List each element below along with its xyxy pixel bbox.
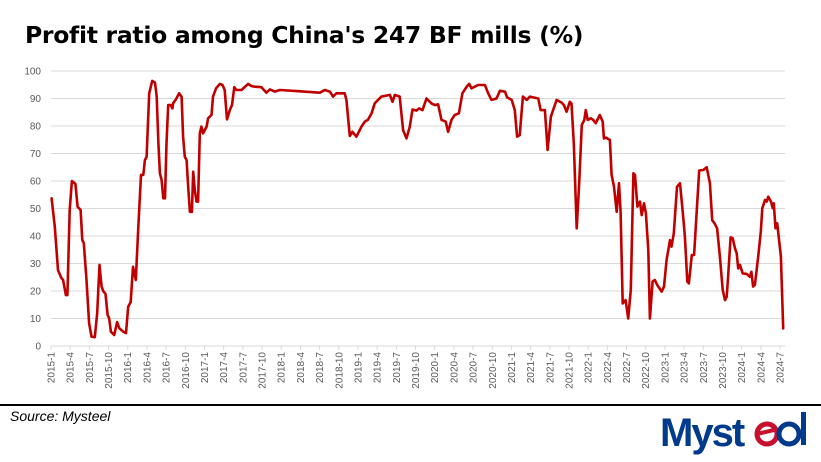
x-tick-label: 2023-10 xyxy=(718,352,729,389)
footer-divider xyxy=(0,404,821,406)
x-tick-label: 2020-7 xyxy=(469,352,480,384)
x-tick-label: 2017-10 xyxy=(258,352,269,389)
series-layer xyxy=(50,79,785,339)
x-tick-label: 2020-1 xyxy=(430,352,441,384)
x-tick-label: 2019-4 xyxy=(373,352,384,384)
x-tick-label: 2024-7 xyxy=(776,352,787,384)
y-tick-label: 50 xyxy=(30,204,42,215)
x-tick-label: 2022-4 xyxy=(603,352,614,384)
x-tick-label: 2018-4 xyxy=(296,352,307,384)
x-tick-label: 2021-10 xyxy=(564,352,575,389)
x-tick-label: 2017-4 xyxy=(219,352,230,384)
y-axis-ticks: 0 10 20 30 40 50 60 70 80 90 100 xyxy=(24,67,41,353)
x-axis-ticks: 2015-1 2015-4 2015-7 2015-10 2016-1 2016-4 201… xyxy=(47,346,787,389)
y-tick-label: 10 xyxy=(30,314,42,325)
x-tick-label: 2024-1 xyxy=(737,352,748,384)
x-tick-label: 2019-10 xyxy=(411,352,422,389)
x-tick-label: 2020-10 xyxy=(488,352,499,389)
mysteel-logo: Myst xyxy=(660,411,806,455)
x-tick-label: 2017-7 xyxy=(238,352,249,384)
x-tick-label: 2020-4 xyxy=(449,352,460,384)
x-tick-label: 2022-1 xyxy=(584,352,595,384)
x-tick-label: 2023-4 xyxy=(680,352,691,384)
svg-text:Myst: Myst xyxy=(660,411,745,455)
x-tick-label: 2019-1 xyxy=(353,352,364,384)
x-tick-label: 2021-1 xyxy=(507,352,518,384)
x-tick-label: 2016-1 xyxy=(123,352,134,384)
x-tick-label: 2019-7 xyxy=(392,352,403,384)
x-tick-label: 2023-1 xyxy=(660,352,671,384)
x-tick-label: 2021-4 xyxy=(526,352,537,384)
y-tick-label: 30 xyxy=(30,259,42,270)
x-tick-label: 2016-10 xyxy=(181,352,192,389)
y-tick-label: 20 xyxy=(30,287,42,298)
x-tick-label: 2017-1 xyxy=(200,352,211,384)
x-tick-label: 2022-7 xyxy=(622,352,633,384)
x-tick-label: 2021-7 xyxy=(545,352,556,384)
x-tick-label: 2018-10 xyxy=(334,352,345,389)
y-tick-label: 90 xyxy=(30,94,42,105)
x-tick-label: 2016-4 xyxy=(142,352,153,384)
y-tick-label: 100 xyxy=(24,67,41,78)
source-note: Source: Mysteel xyxy=(10,408,111,424)
x-tick-label: 2015-1 xyxy=(47,352,58,384)
x-tick-label: 2018-1 xyxy=(277,352,288,384)
chart-title: Profit ratio among China's 247 BF mills … xyxy=(25,21,584,49)
x-tick-label: 2018-7 xyxy=(315,352,326,384)
x-tick-label: 2015-4 xyxy=(66,352,77,384)
x-tick-label: 2022-10 xyxy=(641,352,652,389)
x-tick-label: 2024-4 xyxy=(756,352,767,384)
y-tick-label: 0 xyxy=(35,342,41,353)
x-tick-label: 2023-7 xyxy=(699,352,710,384)
series-line xyxy=(50,79,785,339)
x-tick-label: 2016-7 xyxy=(162,352,173,384)
x-tick-label: 2015-10 xyxy=(104,352,115,389)
y-tick-label: 40 xyxy=(30,232,42,243)
data-points xyxy=(51,80,784,338)
gridlines xyxy=(51,70,785,347)
y-tick-label: 70 xyxy=(30,149,42,160)
x-tick-label: 2015-7 xyxy=(85,352,96,384)
y-tick-label: 60 xyxy=(30,177,42,188)
y-tick-label: 80 xyxy=(30,122,42,133)
